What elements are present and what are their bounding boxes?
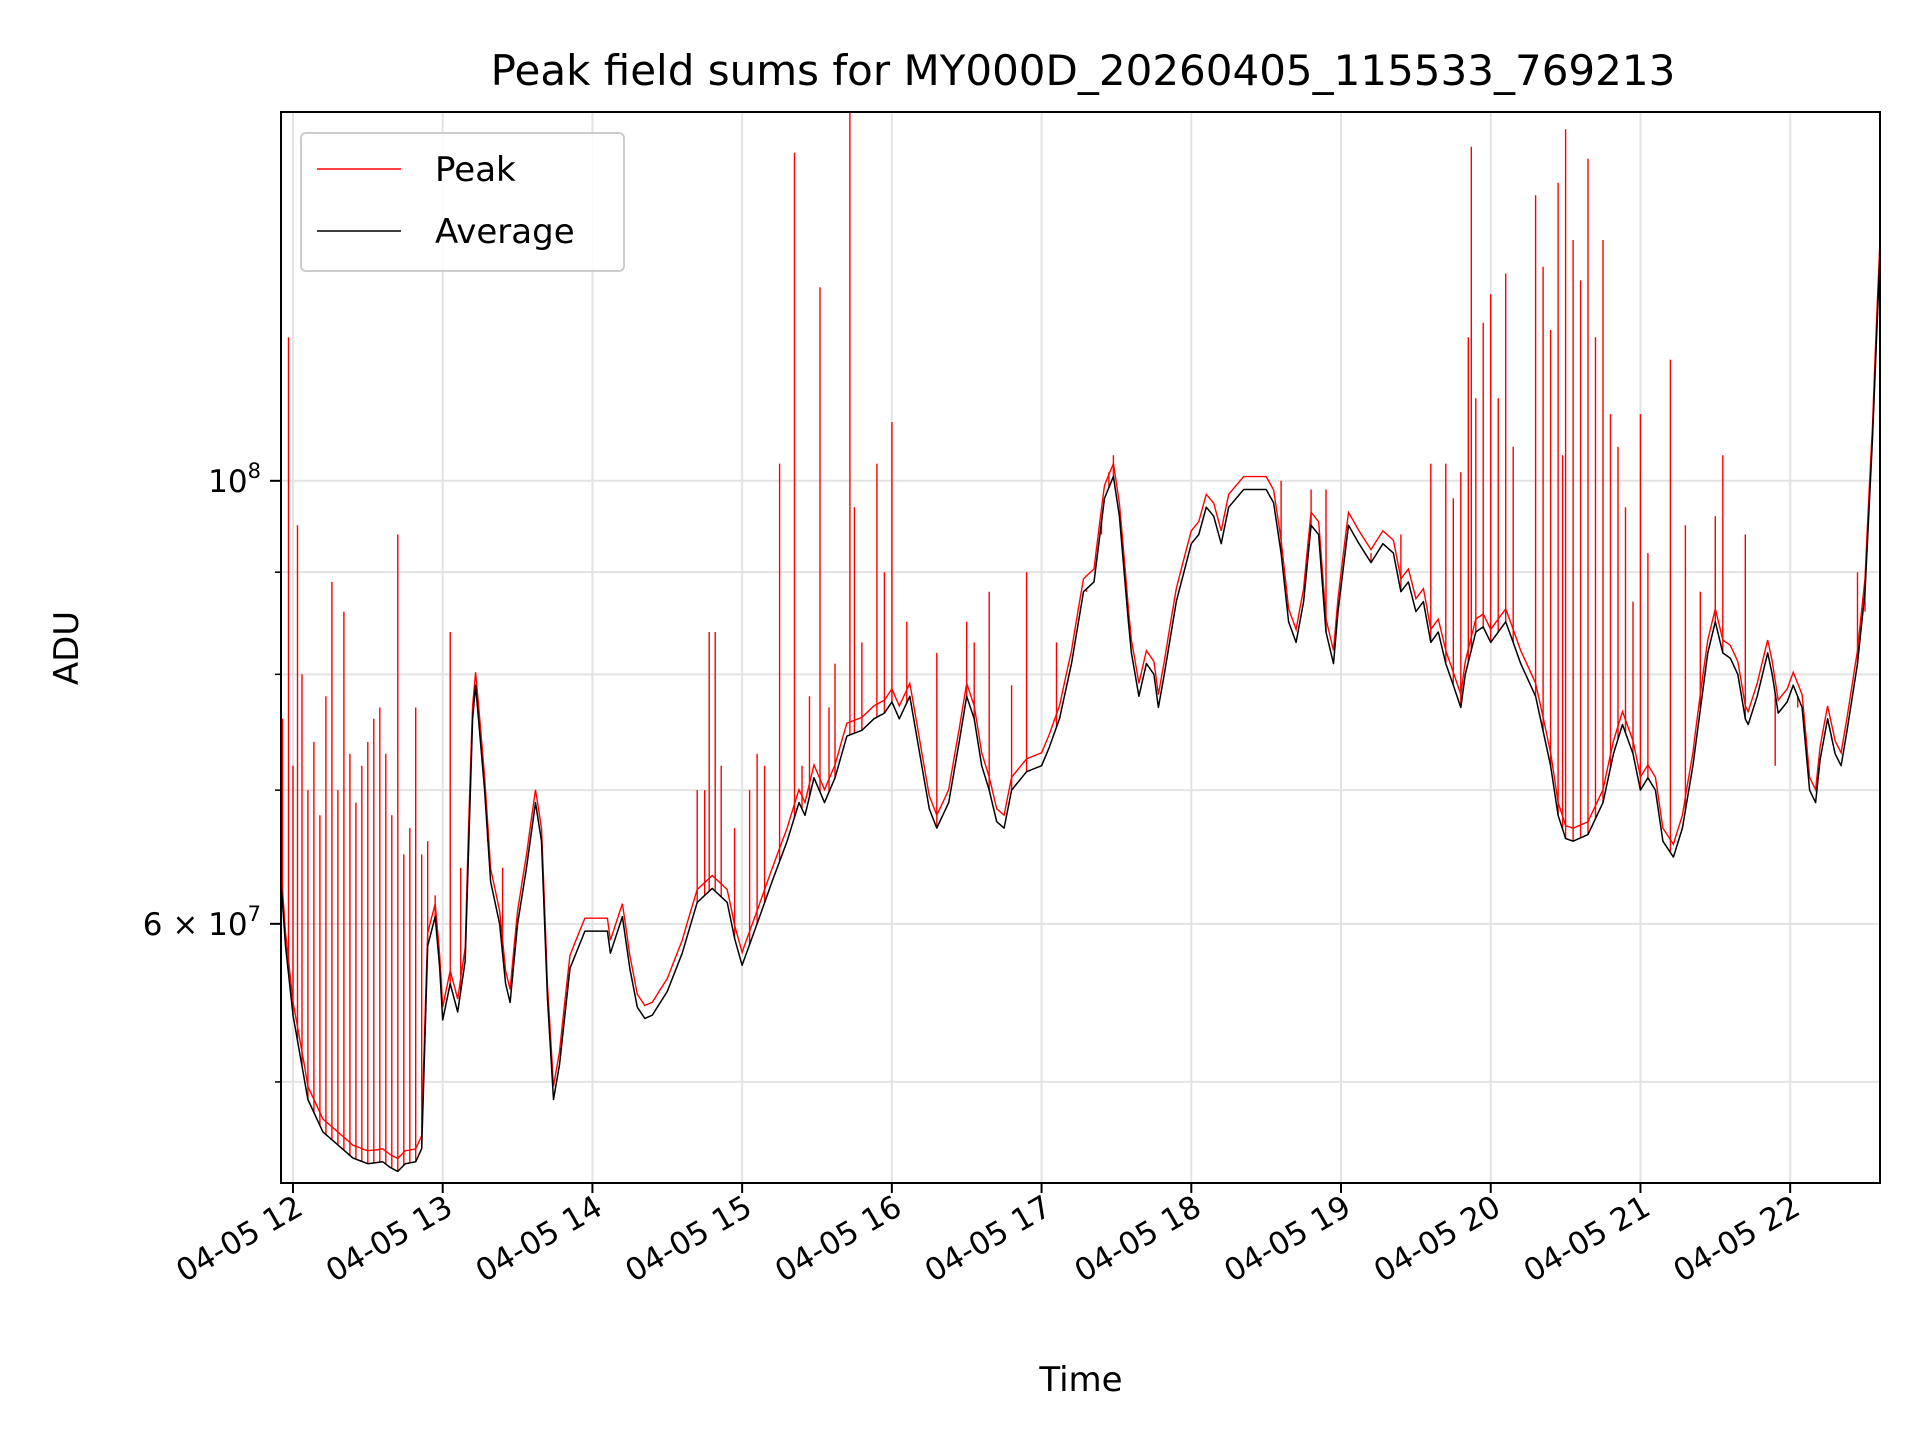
legend-box	[300, 132, 625, 272]
x-tick-label: 04-05 12	[170, 1189, 309, 1290]
x-tick-label: 04-05 18	[1069, 1189, 1208, 1290]
x-tick-label: 04-05 17	[919, 1189, 1058, 1290]
y-tick-base: 6 × 10	[143, 907, 248, 943]
chart-title: Peak field sums for MY000D_20260405_1155…	[491, 46, 1676, 95]
y-tick-label: 108	[208, 459, 261, 500]
peak-series-spikes	[281, 112, 1880, 1172]
grid-lines	[281, 112, 1880, 1183]
x-tick-label: 04-05 15	[619, 1189, 758, 1290]
plot-frame	[280, 111, 1881, 1184]
x-tick-label: 04-05 16	[769, 1189, 908, 1290]
legend-average-label: Average	[435, 212, 575, 252]
legend: Peak Average	[300, 132, 625, 272]
y-tick-exponent: 7	[248, 902, 261, 926]
y-tick-label: 6 × 107	[143, 902, 261, 943]
x-tick-label: 04-05 14	[470, 1189, 609, 1290]
x-axis-ticks: 04-05 12 04-05 13 04-05 14 04-05 15 04-05 16…	[170, 1183, 1806, 1290]
x-tick-label: 04-05 21	[1518, 1189, 1657, 1290]
x-axis-label: Time	[1038, 1360, 1122, 1400]
x-tick-label: 04-05 13	[320, 1189, 459, 1290]
x-tick-label: 04-05 22	[1667, 1189, 1806, 1290]
y-axis-label: ADU	[47, 611, 87, 685]
legend-peak-label: Peak	[435, 150, 516, 190]
y-axis-ticks: 108 6 × 107	[143, 459, 281, 1083]
y-tick-base: 10	[208, 464, 247, 500]
average-series-line	[281, 253, 1880, 1173]
y-tick-exponent: 8	[248, 459, 261, 483]
x-tick-label: 04-05 20	[1368, 1189, 1507, 1290]
series-layer	[281, 112, 1880, 1173]
x-tick-label: 04-05 19	[1218, 1189, 1357, 1290]
